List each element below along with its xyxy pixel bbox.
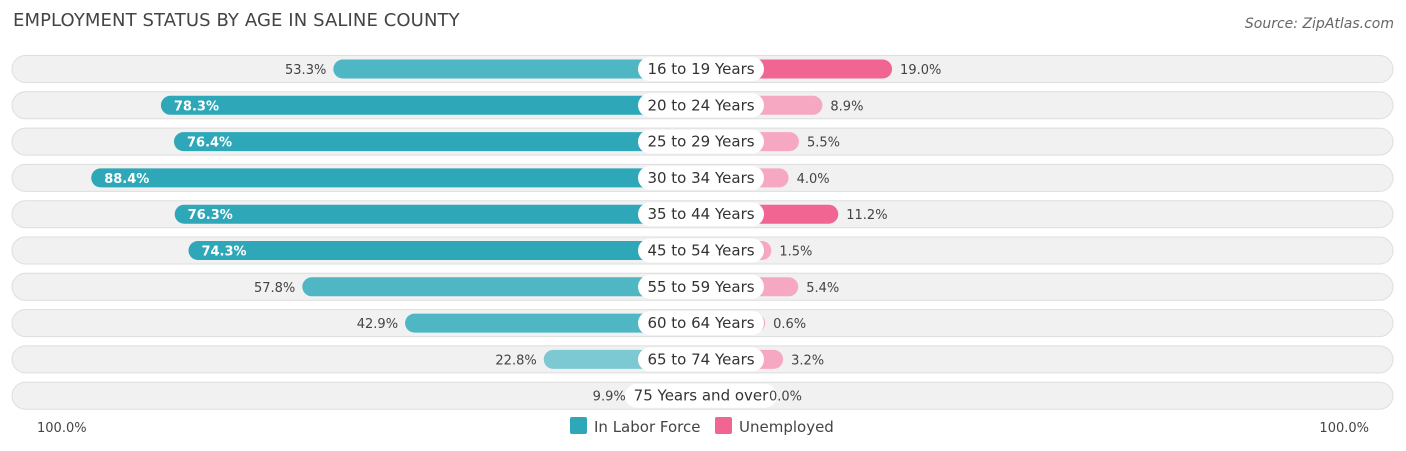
value-label-unemployed: 5.4% <box>806 281 839 296</box>
bar-labor-force <box>91 168 701 188</box>
value-label-unemployed: 3.2% <box>791 353 824 368</box>
chart-row: 65 to 74 Years 22.8% 3.2% <box>11 345 1394 374</box>
chart-title: EMPLOYMENT STATUS BY AGE IN SALINE COUNT… <box>13 10 460 31</box>
value-label-unemployed: 5.5% <box>807 136 840 151</box>
value-label-labor: 57.8% <box>254 281 295 296</box>
bar-labor-force <box>333 59 701 79</box>
value-label-labor: 22.8% <box>495 353 536 368</box>
age-label: 30 to 34 Years <box>647 169 754 187</box>
value-label-unemployed: 1.5% <box>779 245 812 260</box>
age-label: 45 to 54 Years <box>647 242 754 260</box>
value-label-labor: 78.3% <box>174 99 219 114</box>
age-label-pill <box>638 202 764 227</box>
legend-swatch-unemployed <box>715 417 732 434</box>
legend-swatch-labor <box>570 417 587 434</box>
legend-label-labor: In Labor Force <box>594 418 700 436</box>
bar-labor-force <box>302 277 701 297</box>
chart-row: 20 to 24 Years 78.3% 8.9% <box>11 91 1394 120</box>
age-label-pill <box>638 165 764 190</box>
chart-row: 45 to 54 Years 74.3% 1.5% <box>11 236 1394 265</box>
axis-right-label: 100.0% <box>1319 421 1369 436</box>
axis-left-label: 100.0% <box>37 421 87 436</box>
value-label-unemployed: 8.9% <box>830 99 863 114</box>
bar-labor-force <box>188 241 701 260</box>
chart-row: 16 to 19 Years 53.3% 19.0% <box>11 55 1394 83</box>
age-label: 75 Years and over <box>634 387 769 405</box>
age-label: 35 to 44 Years <box>647 205 754 223</box>
age-label: 25 to 29 Years <box>647 133 754 151</box>
bar-labor-force <box>405 313 701 333</box>
chart-row: 30 to 34 Years 88.4% 4.0% <box>11 163 1394 192</box>
source-label: Source: ZipAtlas.com <box>1244 16 1394 32</box>
age-label: 65 to 74 Years <box>647 350 754 368</box>
age-label-pill <box>638 93 764 118</box>
value-label-labor: 42.9% <box>357 317 398 332</box>
age-label-pill <box>625 383 777 408</box>
age-label: 55 to 59 Years <box>647 278 754 296</box>
chart-row: 35 to 44 Years 76.3% 11.2% <box>11 200 1394 229</box>
bar-labor-force <box>174 204 701 224</box>
value-label-labor: 74.3% <box>201 245 246 260</box>
age-label: 20 to 24 Years <box>647 96 754 114</box>
age-label: 60 to 64 Years <box>647 314 754 332</box>
bar-labor-force <box>173 132 701 152</box>
value-label-labor: 76.4% <box>187 136 232 151</box>
age-label-pill <box>638 274 764 299</box>
value-label-labor: 53.3% <box>285 63 326 78</box>
value-label-unemployed: 11.2% <box>846 208 887 223</box>
value-label-labor: 76.3% <box>188 208 233 223</box>
legend-label-unemployed: Unemployed <box>739 418 834 436</box>
value-label-unemployed: 4.0% <box>797 172 830 187</box>
chart-row: 55 to 59 Years 57.8% 5.4% <box>11 272 1394 301</box>
chart-row: 25 to 29 Years 76.4% 5.5% <box>11 127 1394 156</box>
age-label-pill <box>638 238 764 263</box>
value-label-unemployed: 0.6% <box>773 317 806 332</box>
chart-row: 75 Years and over 9.9% 0.0% <box>11 381 1394 410</box>
value-label-unemployed: 0.0% <box>769 390 802 405</box>
value-label-unemployed: 19.0% <box>900 63 941 78</box>
value-label-labor: 9.9% <box>593 390 626 405</box>
legend: In Labor Force Unemployed <box>570 417 834 436</box>
value-label-labor: 88.4% <box>104 172 149 187</box>
bar-labor-force <box>160 95 701 115</box>
age-label-pill <box>638 311 764 336</box>
age-label-pill <box>638 57 764 81</box>
age-label-pill <box>638 347 764 372</box>
chart-row: 60 to 64 Years 42.9% 0.6% <box>11 309 1394 338</box>
age-label-pill <box>638 129 764 154</box>
age-label: 16 to 19 Years <box>647 60 754 78</box>
